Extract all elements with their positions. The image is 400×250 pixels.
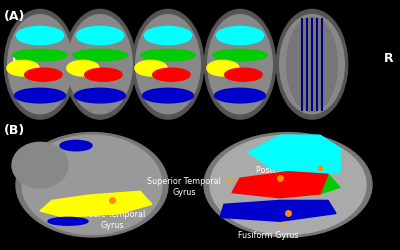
Ellipse shape	[135, 61, 167, 77]
Ellipse shape	[286, 18, 338, 112]
Ellipse shape	[25, 69, 62, 82]
Polygon shape	[248, 136, 340, 178]
Text: Fusiform Gyrus: Fusiform Gyrus	[238, 216, 298, 239]
Ellipse shape	[16, 133, 168, 237]
Ellipse shape	[207, 61, 239, 77]
Ellipse shape	[76, 27, 124, 46]
Ellipse shape	[73, 50, 127, 62]
Ellipse shape	[8, 16, 72, 114]
Ellipse shape	[153, 69, 190, 82]
Ellipse shape	[225, 69, 262, 82]
Ellipse shape	[14, 89, 66, 104]
Ellipse shape	[12, 143, 68, 188]
Ellipse shape	[68, 16, 132, 114]
Ellipse shape	[210, 136, 366, 234]
Ellipse shape	[141, 50, 195, 62]
Ellipse shape	[60, 141, 92, 151]
Ellipse shape	[142, 89, 194, 104]
Polygon shape	[232, 172, 328, 198]
Ellipse shape	[7, 61, 39, 77]
Ellipse shape	[64, 10, 136, 120]
Text: Superior Temporal
Gyrus: Superior Temporal Gyrus	[147, 175, 264, 196]
Ellipse shape	[16, 27, 64, 46]
Ellipse shape	[213, 50, 267, 62]
Ellipse shape	[67, 61, 99, 77]
Ellipse shape	[276, 10, 348, 120]
Ellipse shape	[214, 89, 266, 104]
Ellipse shape	[132, 10, 204, 120]
Polygon shape	[280, 174, 340, 194]
Ellipse shape	[216, 27, 264, 46]
Text: (A): (A)	[4, 10, 25, 23]
Ellipse shape	[85, 69, 122, 82]
Ellipse shape	[13, 50, 67, 62]
Polygon shape	[40, 192, 152, 218]
Ellipse shape	[204, 10, 276, 120]
Ellipse shape	[4, 10, 76, 120]
Ellipse shape	[48, 218, 88, 225]
Text: (B): (B)	[4, 124, 25, 137]
Text: Middle Temporal
Gyrus: Middle Temporal Gyrus	[79, 204, 145, 229]
Text: L: L	[12, 52, 20, 65]
Text: R: R	[384, 52, 394, 65]
Ellipse shape	[136, 16, 200, 114]
Ellipse shape	[280, 16, 344, 114]
Ellipse shape	[208, 16, 272, 114]
Ellipse shape	[22, 136, 162, 234]
Ellipse shape	[204, 133, 372, 237]
Ellipse shape	[144, 27, 192, 46]
Ellipse shape	[74, 89, 126, 104]
Text: Postcentral Gyrus: Postcentral Gyrus	[256, 157, 328, 174]
Polygon shape	[220, 200, 336, 222]
